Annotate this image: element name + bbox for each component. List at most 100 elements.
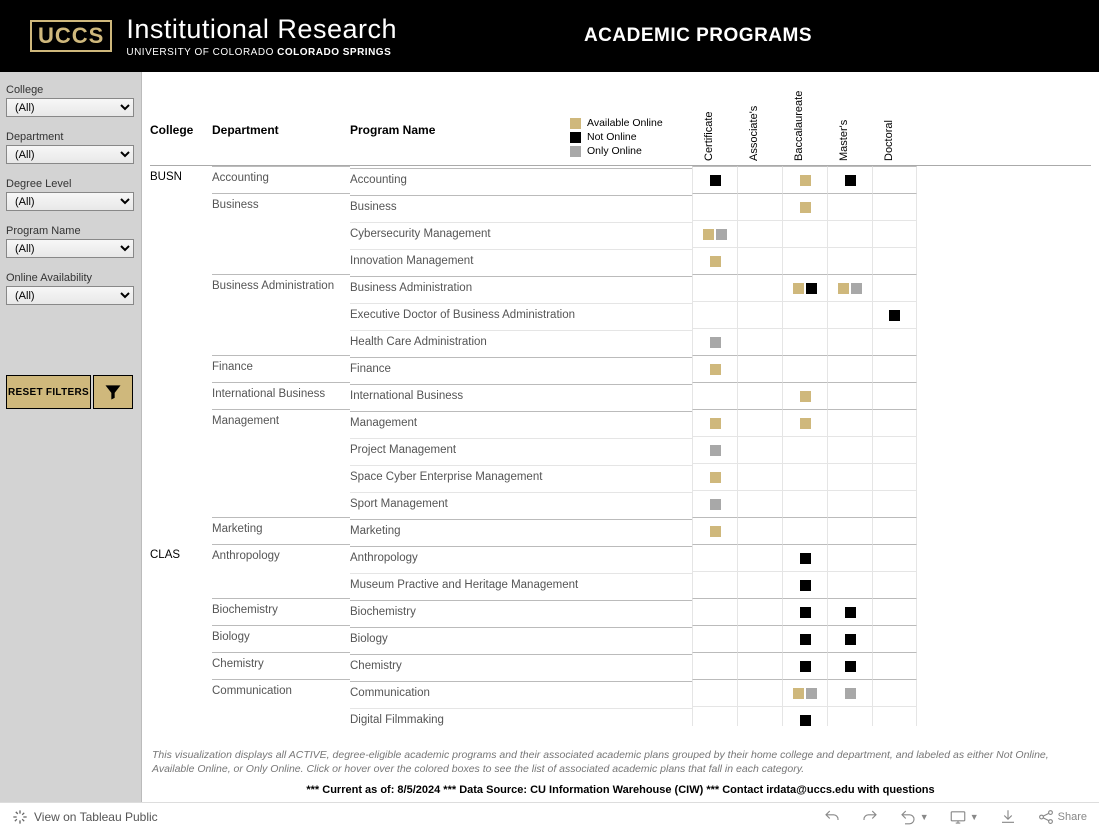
status-square[interactable]	[845, 634, 856, 645]
view-on-tableau-link[interactable]: View on Tableau Public	[12, 809, 158, 825]
download-icon[interactable]	[999, 808, 1017, 826]
filter-label-1: Department	[6, 131, 135, 143]
cell-degree	[872, 598, 917, 625]
cell-degree[interactable]	[782, 598, 827, 625]
cell-department	[212, 436, 350, 441]
status-square[interactable]	[716, 229, 727, 240]
cell-degree[interactable]	[692, 490, 737, 517]
status-square[interactable]	[710, 175, 721, 186]
status-square[interactable]	[800, 175, 811, 186]
cell-department: Anthropology	[212, 544, 350, 562]
table-scroll[interactable]: College Department Program Name Availabl…	[150, 80, 1091, 726]
share-button[interactable]: Share	[1037, 808, 1087, 826]
status-square[interactable]	[800, 553, 811, 564]
status-square[interactable]	[800, 661, 811, 672]
cell-degree[interactable]	[782, 652, 827, 679]
cell-degree[interactable]	[872, 301, 917, 328]
status-square[interactable]	[800, 634, 811, 645]
cell-degree[interactable]	[782, 382, 827, 409]
status-square[interactable]	[889, 310, 900, 321]
status-square[interactable]	[800, 607, 811, 618]
cell-degree[interactable]	[692, 355, 737, 382]
status-square[interactable]	[845, 688, 856, 699]
cell-degree[interactable]	[827, 652, 872, 679]
cell-degree[interactable]	[782, 409, 827, 436]
status-square[interactable]	[703, 229, 714, 240]
cell-college	[150, 571, 212, 576]
status-square[interactable]	[800, 580, 811, 591]
cell-degree	[827, 328, 872, 355]
filter-select-online-availability[interactable]: (All)	[6, 286, 134, 305]
footer-note: This visualization displays all ACTIVE, …	[150, 742, 1091, 778]
cell-degree[interactable]	[827, 625, 872, 652]
status-square[interactable]	[710, 364, 721, 375]
status-square[interactable]	[710, 445, 721, 456]
status-square[interactable]	[710, 472, 721, 483]
cell-degree[interactable]	[692, 436, 737, 463]
legend: Available OnlineNot OnlineOnly Online	[570, 115, 692, 165]
status-square[interactable]	[793, 688, 804, 699]
redo-icon[interactable]	[861, 808, 879, 826]
funnel-icon-button[interactable]	[93, 375, 133, 409]
status-square[interactable]	[710, 418, 721, 429]
table-row: Space Cyber Enterprise Management	[150, 463, 1091, 490]
cell-degree[interactable]	[692, 409, 737, 436]
revert-icon[interactable]: ▼	[899, 808, 929, 826]
cell-college	[150, 328, 212, 333]
cell-degree	[872, 247, 917, 274]
cell-degree[interactable]	[692, 166, 737, 193]
cell-degree	[692, 652, 737, 679]
table-row: Business AdministrationBusiness Administ…	[150, 274, 1091, 301]
filter-select-college[interactable]: (All)	[6, 98, 134, 117]
cell-degree	[737, 220, 782, 247]
status-square[interactable]	[845, 661, 856, 672]
cell-degree[interactable]	[692, 517, 737, 544]
cell-degree[interactable]	[782, 625, 827, 652]
filter-select-degree-level[interactable]: (All)	[6, 192, 134, 211]
status-square[interactable]	[710, 526, 721, 537]
cell-department: Business Administration	[212, 274, 350, 292]
cell-degree[interactable]	[782, 166, 827, 193]
cell-college	[150, 490, 212, 495]
cell-degree[interactable]	[692, 463, 737, 490]
cell-degree[interactable]	[782, 679, 827, 706]
reset-filters-button[interactable]: RESET FILTERS	[6, 375, 91, 409]
status-square[interactable]	[806, 688, 817, 699]
status-square[interactable]	[845, 175, 856, 186]
cell-degree[interactable]	[827, 274, 872, 301]
cell-degree[interactable]	[782, 193, 827, 220]
cell-degree[interactable]	[782, 571, 827, 598]
status-square[interactable]	[800, 715, 811, 726]
table-row: BusinessBusiness	[150, 193, 1091, 220]
cell-degree[interactable]	[692, 247, 737, 274]
device-icon[interactable]: ▼	[949, 808, 979, 826]
cell-degree[interactable]	[782, 544, 827, 571]
cell-degree[interactable]	[692, 220, 737, 247]
status-square[interactable]	[800, 202, 811, 213]
status-square[interactable]	[710, 337, 721, 348]
status-square[interactable]	[845, 607, 856, 618]
status-square[interactable]	[710, 256, 721, 267]
cell-degree[interactable]	[692, 328, 737, 355]
status-square[interactable]	[800, 391, 811, 402]
status-square[interactable]	[800, 418, 811, 429]
cell-college	[150, 220, 212, 225]
header: UCCS Institutional Research UNIVERSITY O…	[0, 0, 1099, 72]
filter-select-program-name[interactable]: (All)	[6, 239, 134, 258]
table-row: CommunicationCommunication	[150, 679, 1091, 706]
status-square[interactable]	[793, 283, 804, 294]
cell-degree[interactable]	[782, 274, 827, 301]
status-square[interactable]	[851, 283, 862, 294]
status-square[interactable]	[806, 283, 817, 294]
cell-degree	[737, 382, 782, 409]
cell-degree[interactable]	[827, 679, 872, 706]
cell-department: Biology	[212, 625, 350, 643]
cell-department: Marketing	[212, 517, 350, 535]
filter-select-department[interactable]: (All)	[6, 145, 134, 164]
cell-degree[interactable]	[782, 706, 827, 726]
status-square[interactable]	[838, 283, 849, 294]
cell-degree[interactable]	[827, 598, 872, 625]
status-square[interactable]	[710, 499, 721, 510]
cell-degree[interactable]	[827, 166, 872, 193]
undo-icon[interactable]	[823, 808, 841, 826]
